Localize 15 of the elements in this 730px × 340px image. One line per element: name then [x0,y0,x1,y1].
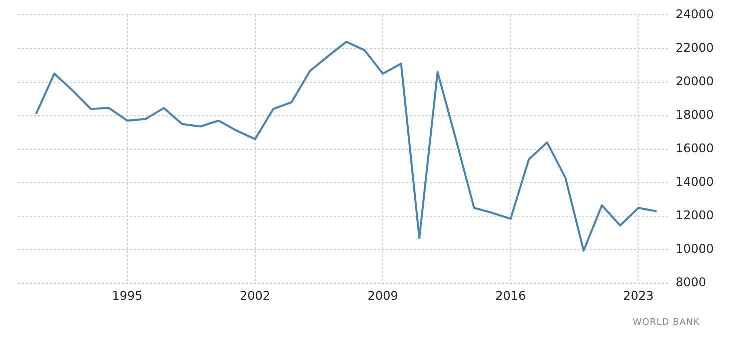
y-tick-label: 20000 [676,74,714,88]
text: WORLD BANK [632,318,700,328]
x-tick-label: 2023 [623,288,654,303]
y-tick-label: 14000 [676,175,714,190]
y-tick-label: 22000 [676,40,714,55]
y-tick-label: 18000 [676,108,714,122]
y-tick-label: 16000 [676,142,714,156]
x-tick-label: 2009 [368,288,398,303]
x-tick-label: 2016 [496,288,526,303]
x-tick-label: 2002 [240,288,271,303]
y-tick-label: 8000 [676,276,706,290]
y-tick-label: 10000 [676,242,714,256]
y-tick-label: 24000 [676,7,714,22]
x-tick-label: 1995 [112,288,143,303]
y-tick-label: 12000 [676,208,714,223]
